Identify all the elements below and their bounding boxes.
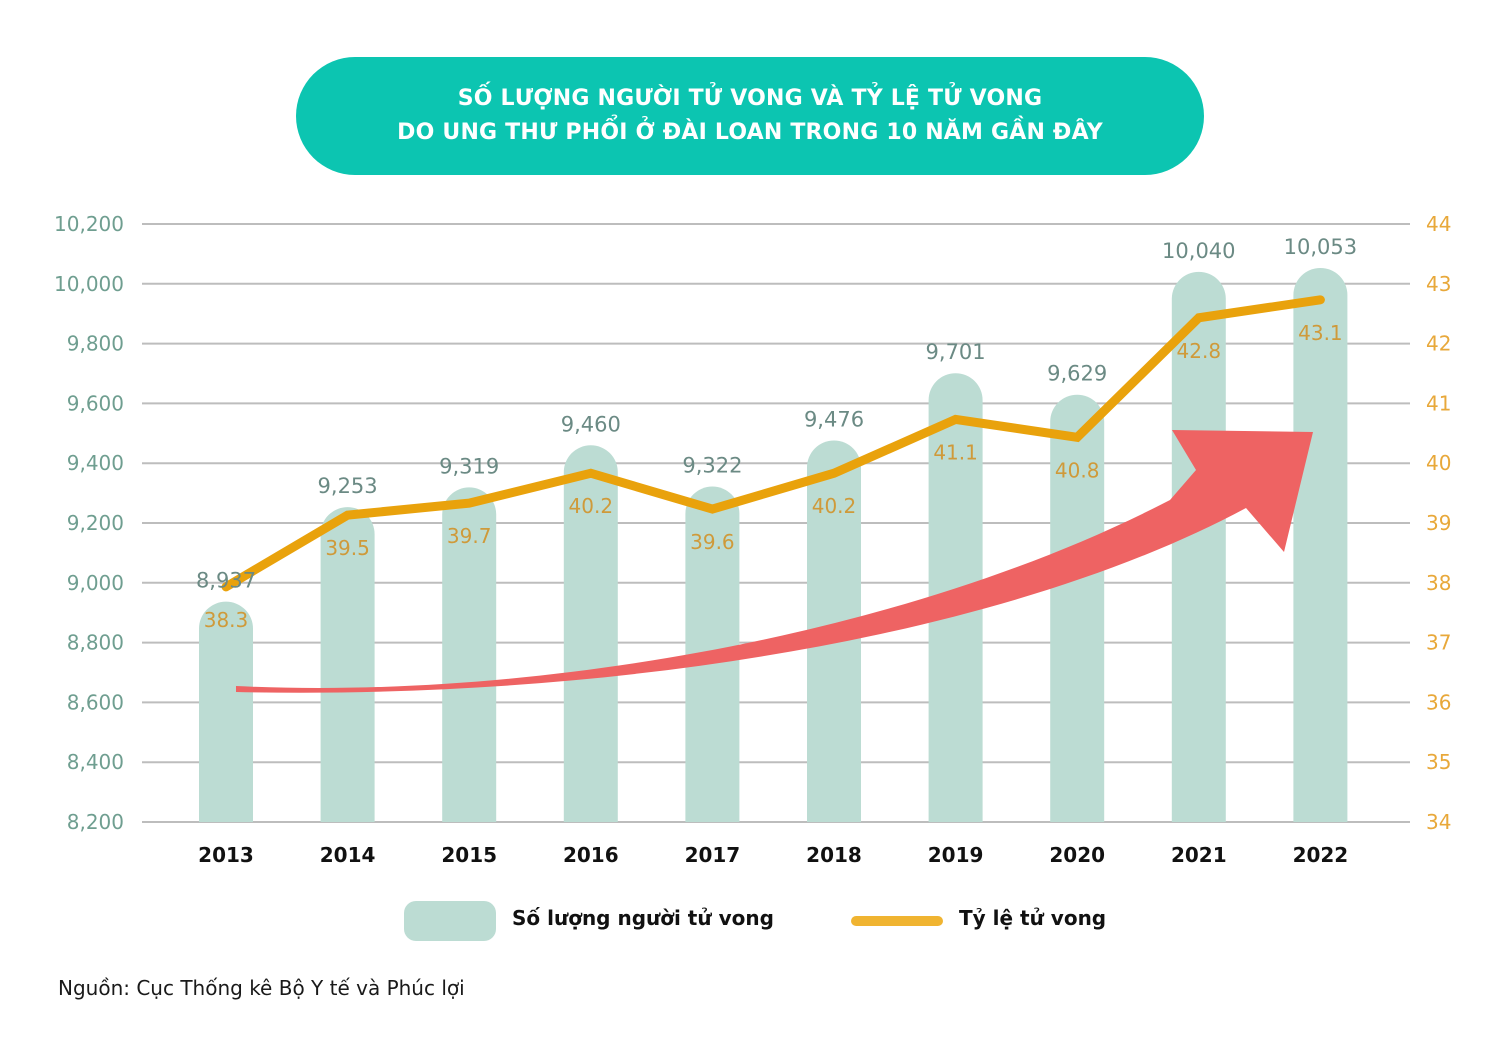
right-axis-tick-label: 41 (1426, 391, 1451, 415)
line-value-label: 38.3 (204, 608, 249, 632)
legend-label-bars: Số lượng người tử vong (512, 906, 774, 930)
bar-value-label: 9,322 (682, 454, 742, 478)
left-axis-tick-label: 10,000 (54, 272, 124, 296)
x-axis-tick-label: 2015 (441, 843, 497, 867)
left-axis: 8,200 8,400 8,600 8,800 9,000 9,200 9,400 9,600… (54, 212, 124, 834)
bar-2021 (1171, 271, 1226, 823)
line-value-label: 40.2 (812, 494, 857, 518)
x-axis-tick-label: 2019 (928, 843, 984, 867)
right-axis-tick-label: 39 (1426, 511, 1451, 535)
bar-value-label: 9,476 (804, 407, 864, 431)
legend-label-line: Tỷ lệ tử vong (959, 906, 1107, 930)
line-value-label: 39.5 (325, 536, 370, 560)
line-value-label: 40.8 (1055, 458, 1100, 482)
x-axis-tick-label: 2016 (563, 843, 619, 867)
x-axis-tick-label: 2022 (1293, 843, 1349, 867)
line-value-label: 39.7 (447, 524, 492, 548)
left-axis-tick-label: 8,400 (67, 750, 124, 774)
bar-value-label: 9,460 (561, 412, 621, 436)
source-note: Nguồn: Cục Thống kê Bộ Y tế và Phúc lợi (58, 976, 465, 1000)
bar-value-label: 9,629 (1047, 362, 1107, 386)
left-axis-tick-label: 9,800 (67, 332, 124, 356)
left-axis-tick-label: 8,600 (67, 690, 124, 714)
x-axis-tick-label: 2014 (320, 843, 376, 867)
legend: Số lượng người tử vong Tỷ lệ tử vong (0, 900, 1500, 942)
chart-title-line-2: DO UNG THƯ PHỔI Ở ĐÀI LOAN TRONG 10 NĂM … (397, 120, 1103, 145)
bar-value-label: 9,701 (926, 340, 986, 364)
x-axis-tick-label: 2021 (1171, 843, 1227, 867)
bar-2020 (1050, 394, 1105, 822)
left-axis-tick-label: 9,400 (67, 451, 124, 475)
right-axis-tick-label: 37 (1426, 631, 1451, 655)
right-axis-tick-label: 43 (1426, 272, 1451, 296)
x-axis-tick-label: 2018 (806, 843, 862, 867)
bar-2022 (1293, 267, 1348, 822)
bar-value-label: 8,937 (196, 569, 256, 593)
right-axis-tick-label: 44 (1426, 212, 1451, 236)
bar-2013 (199, 601, 253, 822)
left-axis-tick-label: 10,200 (54, 212, 124, 236)
bar-value-label: 10,040 (1162, 239, 1235, 263)
bar-2014 (320, 507, 375, 822)
bar-value-label: 9,319 (439, 454, 499, 478)
x-axis: 2013 2014 2015 2016 2017 2018 2019 2020 2021 2022 (198, 843, 1348, 867)
chart-title-banner: SỐ LƯỢNG NGƯỜI TỬ VONG VÀ TỶ LỆ TỬ VONG … (296, 57, 1204, 175)
right-axis-tick-label: 40 (1426, 451, 1451, 475)
trend-arrow-shape (236, 430, 1313, 693)
left-axis-tick-label: 9,200 (67, 511, 124, 535)
right-axis-tick-label: 35 (1426, 750, 1451, 774)
x-axis-tick-label: 2017 (685, 843, 741, 867)
right-axis-tick-label: 42 (1426, 332, 1451, 356)
line-value-label: 39.6 (690, 530, 735, 554)
bar-2015 (442, 487, 497, 822)
right-axis-tick-label: 34 (1426, 810, 1451, 834)
right-axis: 34 35 36 37 38 39 40 41 42 43 44 (1426, 212, 1451, 834)
right-axis-tick-label: 36 (1426, 690, 1451, 714)
chart-title-line-1: SỐ LƯỢNG NGƯỜI TỬ VONG VÀ TỶ LỆ TỬ VONG (457, 86, 1043, 111)
left-axis-tick-label: 9,000 (67, 571, 124, 595)
bar-2016 (563, 445, 618, 822)
bar-series (199, 267, 1348, 823)
right-axis-tick-label: 38 (1426, 571, 1451, 595)
left-axis-tick-label: 8,200 (67, 810, 124, 834)
bar-value-label: 10,053 (1284, 235, 1357, 259)
left-axis-tick-label: 9,600 (67, 391, 124, 415)
trend-arrow (236, 430, 1313, 693)
line-value-label: 42.8 (1177, 339, 1222, 363)
x-axis-tick-label: 2013 (198, 843, 254, 867)
line-value-labels: 38.3 39.5 39.7 40.2 39.6 40.2 41.1 40.8 42.8 43.1 (204, 321, 1343, 632)
line-path (221, 295, 1325, 592)
legend-swatch-bars (404, 901, 496, 941)
line-value-label: 43.1 (1298, 321, 1343, 345)
bar-value-labels: 8,937 9,253 9,319 9,460 9,322 9,476 9,701 9,629… (196, 235, 1357, 593)
legend-swatch-line (851, 916, 943, 926)
left-axis-tick-label: 8,800 (67, 631, 124, 655)
line-series (221, 295, 1325, 592)
line-value-label: 40.2 (569, 494, 614, 518)
line-value-label: 41.1 (933, 440, 978, 464)
bar-value-label: 9,253 (318, 474, 378, 498)
x-axis-tick-label: 2020 (1049, 843, 1105, 867)
